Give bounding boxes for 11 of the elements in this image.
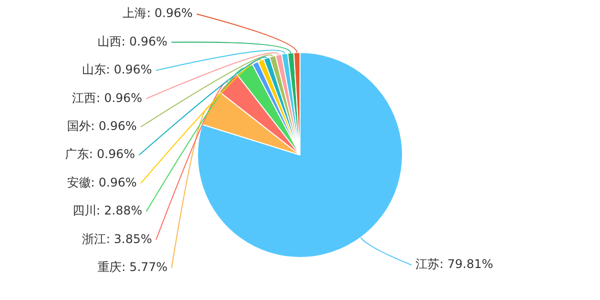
slice-label: 安徽: 0.96% (66, 175, 137, 190)
slice-label: 国外: 0.96% (66, 119, 137, 134)
slice-label: 山东: 0.96% (82, 62, 152, 77)
slice-label: 江西: 0.96% (72, 90, 142, 105)
slice-label: 重庆: 5.77% (98, 260, 168, 274)
slice-label: 浙江: 3.85% (82, 232, 152, 246)
slice-label: 广东: 0.96% (65, 147, 135, 162)
slice-label: 四川: 2.88% (72, 204, 142, 218)
slice-label: 江苏: 79.81% (416, 257, 494, 272)
slice-label: 山西: 0.96% (97, 34, 168, 48)
slice-label: 上海: 0.96% (122, 6, 193, 20)
